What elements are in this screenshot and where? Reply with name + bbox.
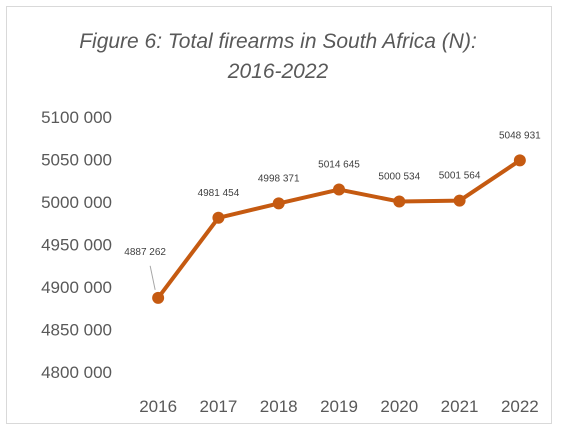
data-point-marker xyxy=(212,211,225,224)
data-label: 4887 262 xyxy=(124,247,166,258)
data-label-leader-line xyxy=(149,265,156,290)
data-label: 4981 454 xyxy=(198,188,240,199)
chart-title-line-1: Figure 6: Total firearms in South Africa… xyxy=(79,30,477,53)
x-tick-label: 2021 xyxy=(441,397,479,416)
x-tick-label: 2016 xyxy=(139,397,177,416)
y-tick-label: 4950 000 xyxy=(41,236,112,255)
y-tick-label: 4800 000 xyxy=(41,363,112,382)
data-point-marker xyxy=(333,183,345,196)
data-label: 5048 931 xyxy=(499,130,541,141)
x-tick-label: 2020 xyxy=(380,397,418,416)
data-label: 5014 645 xyxy=(318,160,360,171)
data-point-marker xyxy=(393,195,406,208)
data-label: 5001 564 xyxy=(439,171,481,182)
x-tick-label: 2017 xyxy=(200,397,238,416)
chart-frame xyxy=(6,6,552,424)
x-tick-label: 2022 xyxy=(501,397,539,416)
data-point-marker xyxy=(152,291,165,304)
y-tick-label: 4850 000 xyxy=(41,321,112,340)
x-tick-label: 2019 xyxy=(320,397,358,416)
y-tick-label: 5100 000 xyxy=(41,108,112,127)
data-point-marker xyxy=(453,194,466,207)
chart-title-line-2: 2016-2022 xyxy=(227,60,329,83)
x-tick-label: 2018 xyxy=(260,397,298,416)
data-point-marker xyxy=(272,197,285,210)
y-tick-label: 5000 000 xyxy=(41,193,112,212)
y-tick-label: 5050 000 xyxy=(41,151,112,170)
data-label: 5000 534 xyxy=(378,172,420,183)
data-label: 4998 371 xyxy=(258,173,300,184)
y-tick-label: 4900 000 xyxy=(41,278,112,297)
data-point-marker xyxy=(513,154,526,167)
